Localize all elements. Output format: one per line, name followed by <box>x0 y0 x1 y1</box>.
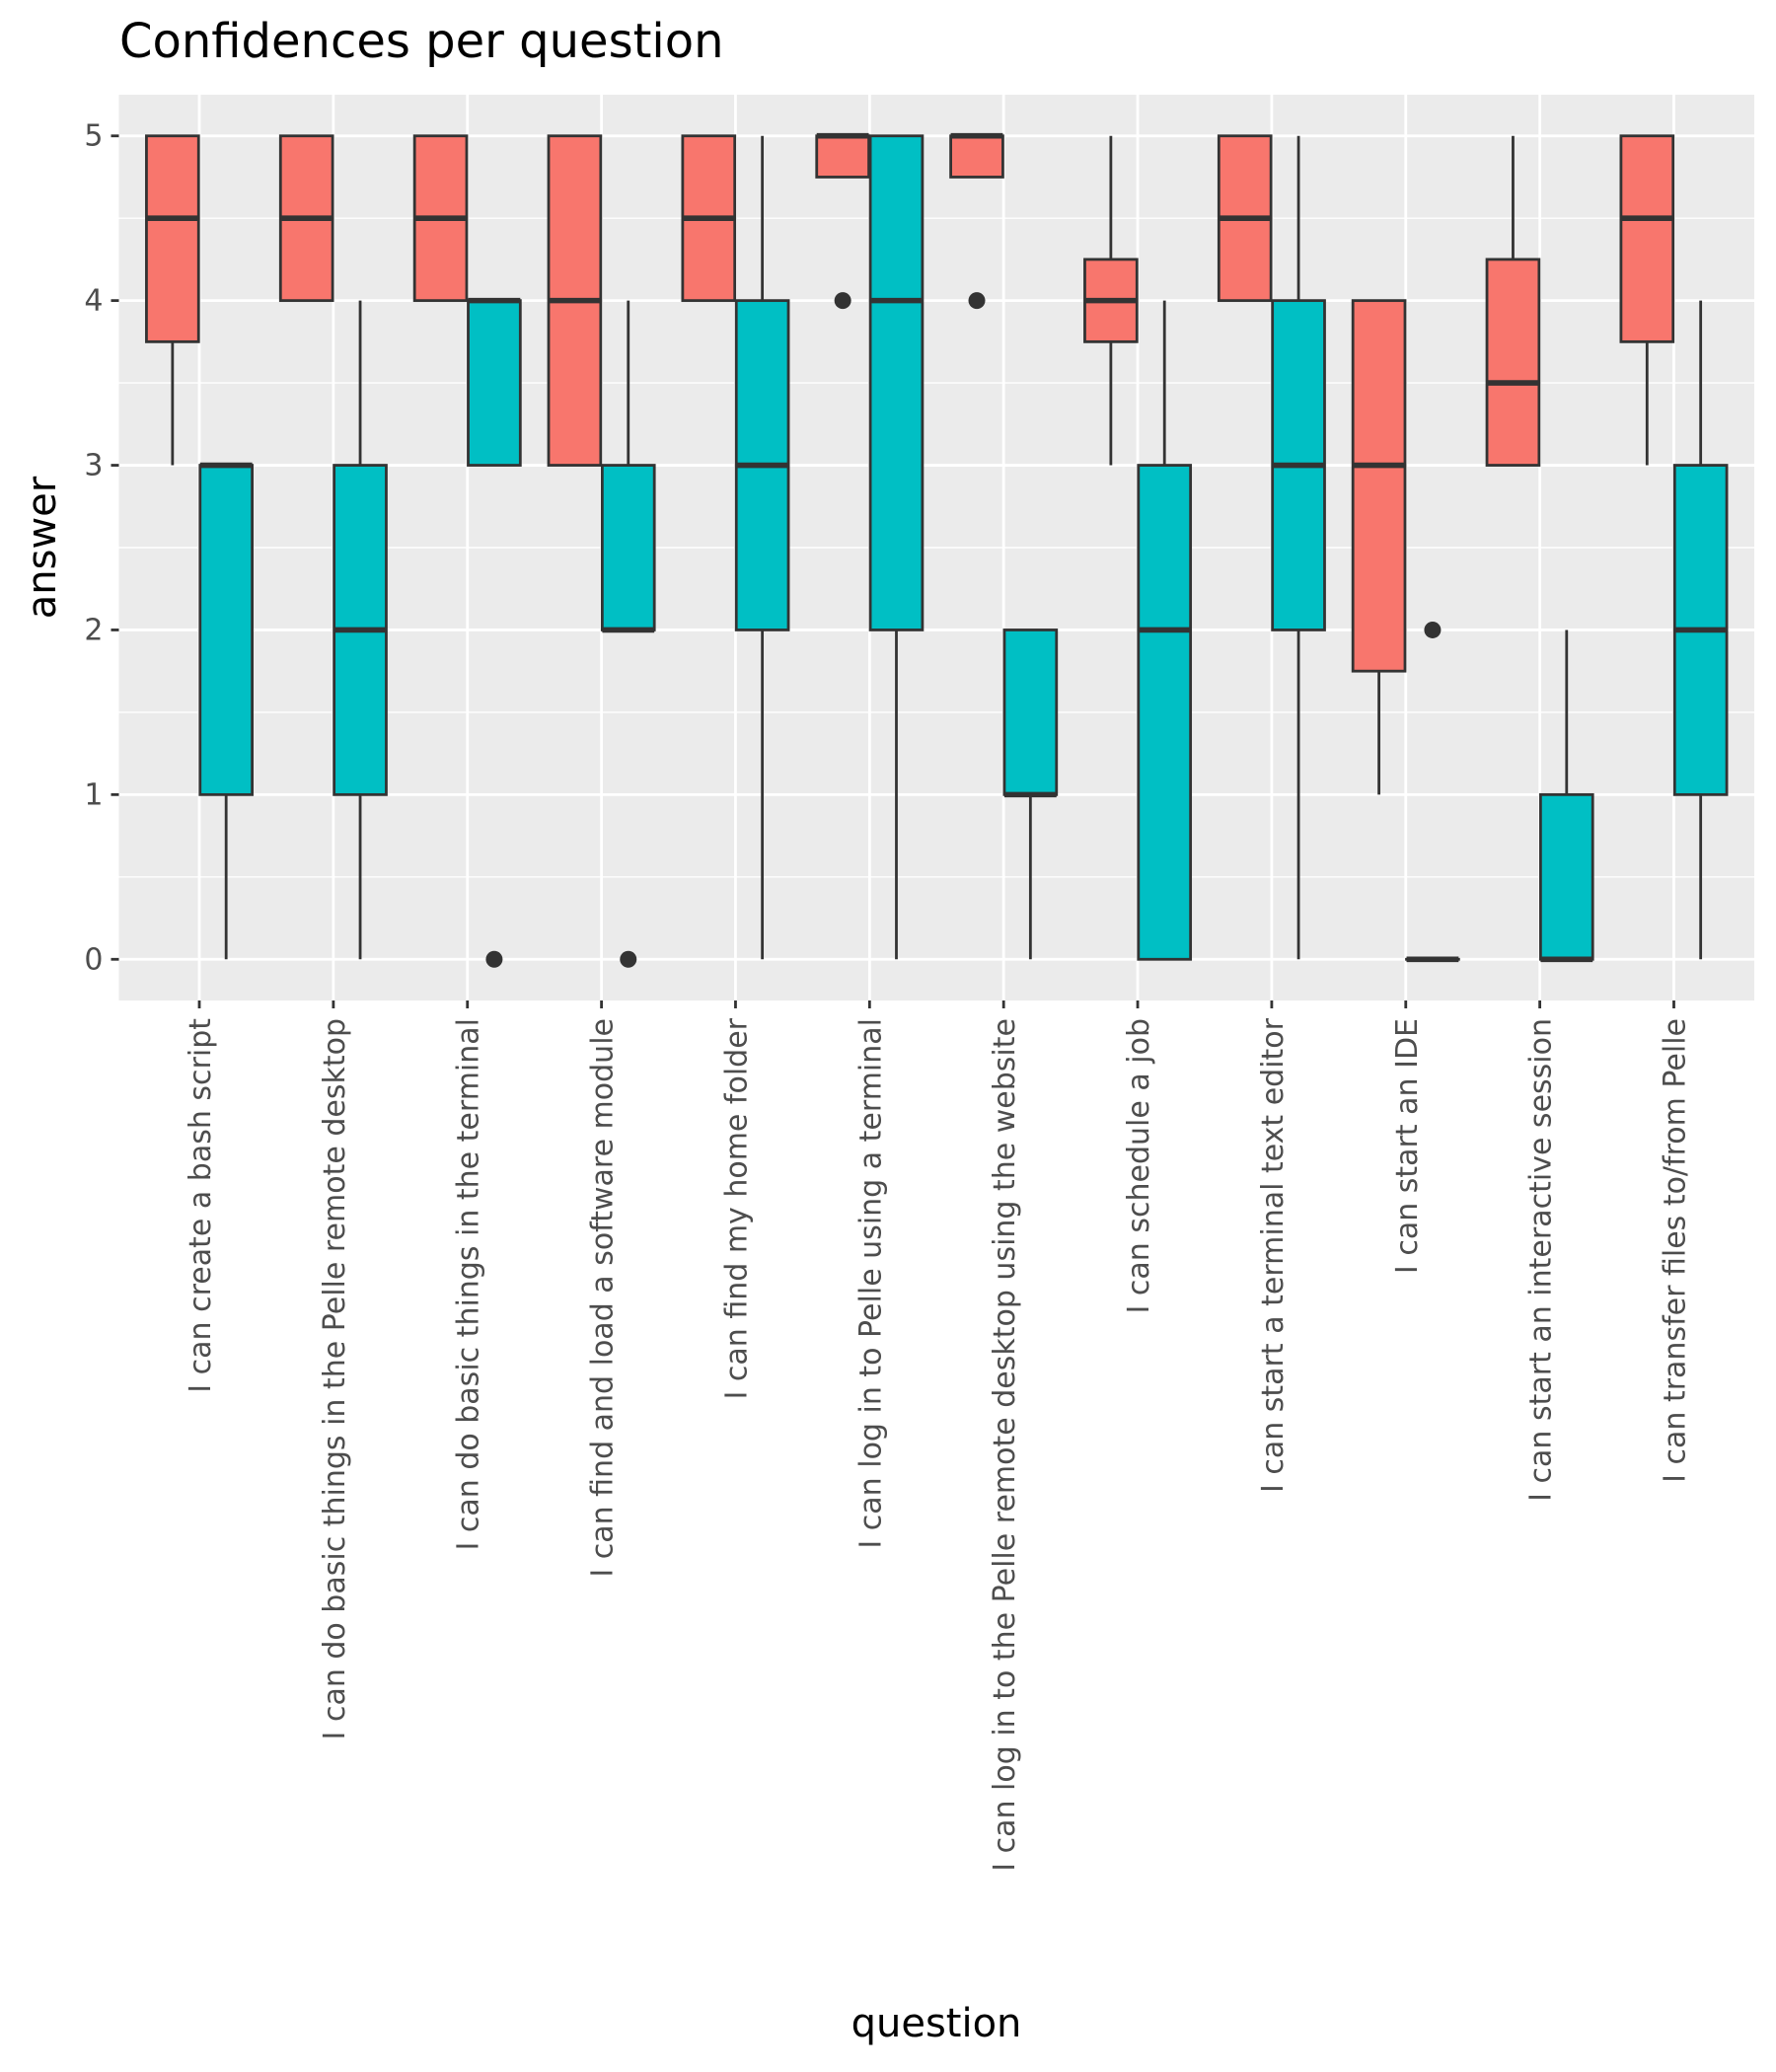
outlier-point <box>485 950 503 968</box>
box-group2-11 <box>1538 629 1594 963</box>
box-group2-1 <box>198 462 254 960</box>
box-group1-9 <box>1217 134 1273 303</box>
y-tick-label: 5 <box>84 119 103 154</box>
y-tick-label: 1 <box>84 777 103 812</box>
box-group1-7 <box>949 132 1004 310</box>
box-group1-3 <box>412 134 469 303</box>
y-axis: 0 1 2 3 4 5 <box>84 119 119 977</box>
box-group2-12 <box>1672 300 1729 960</box>
box-group2-6 <box>868 134 925 960</box>
outlier-point <box>1424 621 1442 638</box>
box-group1-6 <box>815 132 870 310</box>
x-axis-title: question <box>851 2001 1022 2046</box>
box-iqr <box>1351 299 1407 673</box>
box-iqr <box>1137 464 1193 961</box>
box-group1-8 <box>1083 135 1139 466</box>
box-group2-9 <box>1271 135 1326 960</box>
x-axis: I can create a bash script I can do basic… <box>184 1000 1692 1872</box>
x-tick-label: I can find my home folder <box>719 1017 754 1399</box>
box-group2-3 <box>467 297 522 968</box>
x-tick-label: I can start an IDE <box>1390 1018 1425 1274</box>
box-iqr <box>815 134 870 179</box>
box-group2-7 <box>1002 629 1059 960</box>
x-tick-label: I can find and load a software module <box>586 1018 621 1578</box>
y-tick-label: 2 <box>84 613 103 647</box>
box-iqr <box>1538 792 1594 961</box>
outlier-point <box>834 292 851 310</box>
box-group1-12 <box>1619 134 1675 466</box>
box-iqr <box>198 464 254 796</box>
x-tick-label: I can transfer files to/from Pelle <box>1658 1018 1692 1483</box>
box-iqr <box>949 134 1004 179</box>
box-group2-4 <box>600 300 656 968</box>
x-tick-label: I can create a bash script <box>184 1018 218 1393</box>
box-group1-4 <box>547 134 603 467</box>
box-group1-2 <box>278 134 334 303</box>
y-axis-title: answer <box>20 476 65 619</box>
y-tick-label: 0 <box>84 942 103 977</box>
box-iqr <box>868 134 925 631</box>
outlier-point <box>968 292 986 310</box>
box-group1-1 <box>145 134 200 466</box>
boxes <box>145 132 1729 968</box>
box-group2-5 <box>734 135 790 960</box>
box-iqr <box>1002 629 1059 796</box>
box-group2-8 <box>1137 300 1193 961</box>
box-group2-2 <box>333 300 388 960</box>
box-iqr <box>467 299 522 467</box>
x-tick-label: I can schedule a job <box>1122 1018 1156 1313</box>
y-tick-label: 3 <box>84 449 103 483</box>
x-tick-label: I can log in to the Pelle remote desktop… <box>988 1018 1022 1872</box>
x-tick-label: I can do basic things in the terminal <box>452 1018 486 1550</box>
box-iqr <box>145 134 200 343</box>
outlier-point <box>620 950 637 968</box>
x-tick-label: I can start a terminal text editor <box>1256 1017 1291 1493</box>
chart-title: Confidences per question <box>119 14 724 69</box>
box-iqr <box>600 464 656 631</box>
box-iqr <box>1619 134 1675 343</box>
box-group1-11 <box>1485 135 1541 467</box>
x-tick-label: I can log in to Pelle using a terminal <box>853 1018 888 1549</box>
minor-gridlines <box>118 217 1754 878</box>
y-tick-label: 4 <box>84 284 103 319</box>
box-iqr <box>1485 258 1541 467</box>
x-tick-label: I can do basic things in the Pelle remot… <box>318 1018 352 1739</box>
box-group2-10 <box>1405 621 1460 963</box>
box-group1-5 <box>681 134 737 303</box>
box-group1-10 <box>1351 299 1407 795</box>
x-tick-label: I can start an interactive session <box>1524 1018 1559 1502</box>
